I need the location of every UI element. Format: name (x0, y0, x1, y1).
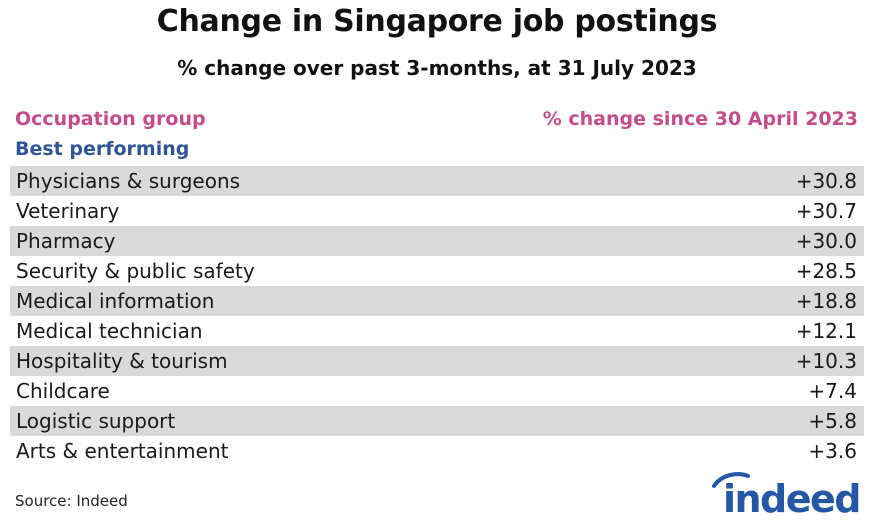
row-value: +30.8 (795, 169, 857, 193)
row-value: +18.8 (795, 289, 857, 313)
row-value: +28.5 (795, 259, 857, 283)
column-header-occupation: Occupation group (15, 108, 206, 130)
table-row: Veterinary +30.7 (10, 196, 864, 226)
table-row: Arts & entertainment +3.6 (10, 436, 864, 466)
row-label: Logistic support (16, 409, 176, 433)
table-row: Pharmacy +30.0 (10, 226, 864, 256)
row-label: Arts & entertainment (16, 439, 229, 463)
indeed-logo: indeed (710, 470, 862, 521)
row-label: Medical information (16, 289, 215, 313)
table-row: Medical information +18.8 (10, 286, 864, 316)
row-value: +5.8 (808, 409, 857, 433)
table-row: Security & public safety +28.5 (10, 256, 864, 286)
row-value: +10.3 (795, 349, 857, 373)
table-row: Childcare +7.4 (10, 376, 864, 406)
logo-text: indeed (722, 477, 862, 521)
source-note: Source: Indeed (15, 492, 128, 510)
row-label: Medical technician (16, 319, 203, 343)
logo-arc-icon (712, 472, 750, 488)
data-table: Physicians & surgeons +30.8 Veterinary +30.… (10, 166, 864, 466)
row-label: Pharmacy (16, 229, 116, 253)
row-label: Physicians & surgeons (16, 169, 241, 193)
row-label: Hospitality & tourism (16, 349, 228, 373)
table-row: Physicians & surgeons +30.8 (10, 166, 864, 196)
row-value: +3.6 (808, 439, 857, 463)
chart-subtitle: % change over past 3-months, at 31 July … (177, 56, 697, 80)
chart-title: Change in Singapore job postings (156, 4, 718, 39)
row-value: +30.0 (795, 229, 857, 253)
section-label-best-performing: Best performing (15, 138, 190, 160)
row-label: Veterinary (16, 199, 120, 223)
table-row: Logistic support +5.8 (10, 406, 864, 436)
column-header-change: % change since 30 April 2023 (542, 108, 858, 130)
row-label: Security & public safety (16, 259, 255, 283)
table-row: Medical technician +12.1 (10, 316, 864, 346)
row-value: +7.4 (808, 379, 857, 403)
row-label: Childcare (16, 379, 110, 403)
row-value: +30.7 (795, 199, 857, 223)
table-row: Hospitality & tourism +10.3 (10, 346, 864, 376)
row-value: +12.1 (795, 319, 857, 343)
